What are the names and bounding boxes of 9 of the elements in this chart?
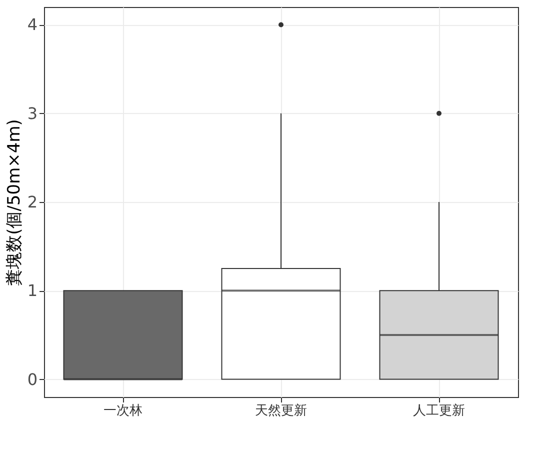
y-tick-label: 0	[27, 370, 38, 389]
y-tick-label: 3	[27, 104, 38, 123]
y-tick-label: 2	[27, 192, 38, 212]
x-tick-label: 天然更新	[255, 404, 307, 418]
x-tick-label: 一次林	[104, 404, 142, 418]
y-tick-label: 4	[27, 15, 38, 34]
y-tick-label: 1	[27, 281, 38, 300]
x-tick-label: 人工更新	[413, 404, 465, 418]
y-axis-title: 糞塊数(個/50m×4m)	[4, 119, 24, 286]
